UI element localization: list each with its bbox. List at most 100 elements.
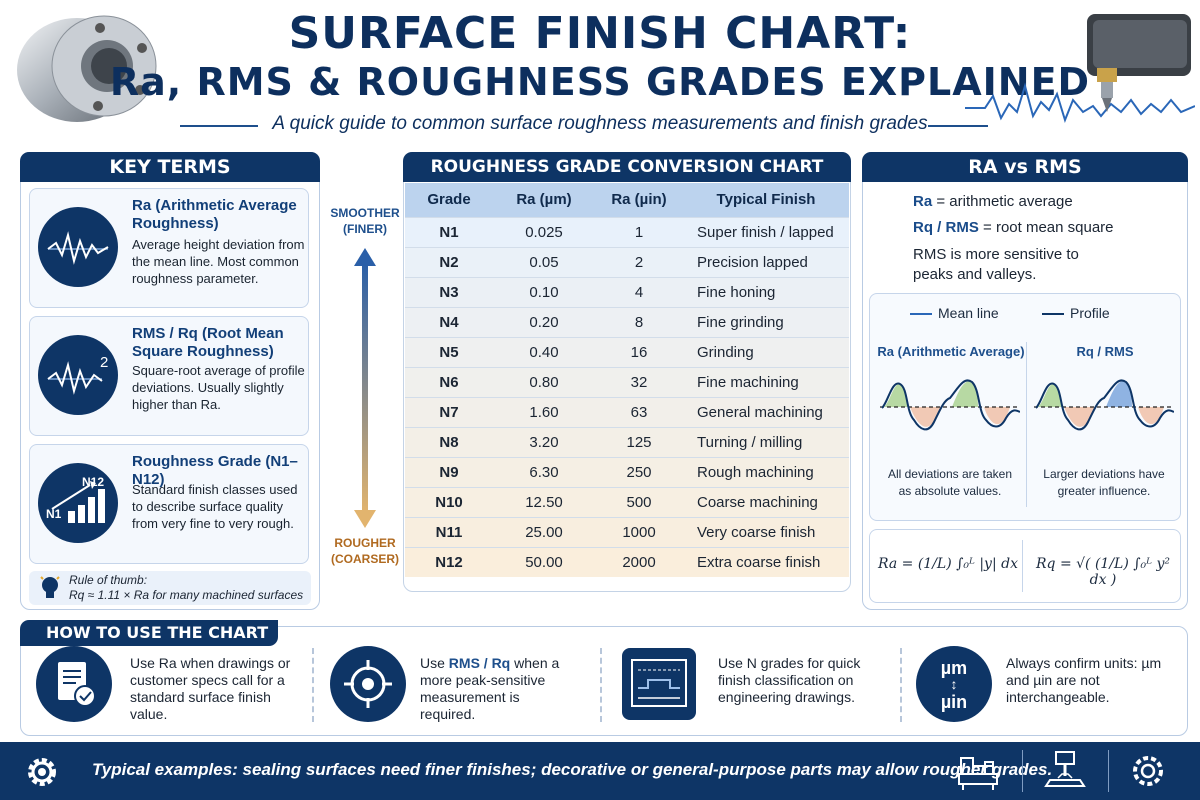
subtitle-rule-right — [928, 125, 988, 127]
page-subtitle: A quick guide to common surface roughnes… — [272, 113, 928, 134]
settings-gear-icon — [1133, 756, 1163, 786]
cell-ra-uin: 2 — [595, 246, 683, 277]
ra-definition-text: = arithmetic average — [936, 193, 1073, 210]
table-row: N11 25.00 1000 Very coarse finish — [405, 516, 849, 547]
term-title-grade: Roughness Grade (N1–N12) — [132, 453, 298, 488]
document-check-icon — [36, 646, 112, 722]
profile-legend-icon — [1042, 313, 1064, 315]
table-row: N5 0.40 16 Grinding — [405, 336, 849, 367]
term-text-ra: Average height deviation from the mean l… — [132, 237, 305, 286]
diagram-divider — [1026, 342, 1027, 507]
table-row: N4 0.20 8 Fine grinding — [405, 306, 849, 337]
rms-diagram-caption: Larger deviations have greater influence… — [1043, 467, 1165, 498]
mean-line-legend: Mean line — [938, 305, 999, 321]
ra-vs-rms-heading: RA vs RMS — [862, 152, 1188, 182]
subtitle-rule-left — [180, 125, 258, 127]
rms-profile-graph — [1034, 379, 1174, 431]
table-row: N6 0.80 32 Fine machining — [405, 366, 849, 397]
cell-finish: Fine honing — [683, 276, 849, 307]
profilometer-image — [965, 14, 1195, 124]
cell-grade: N3 — [405, 276, 493, 307]
units-icon-bottom: µin — [940, 692, 968, 712]
ra-diagram-label: Ra (Arithmetic Average) — [877, 344, 1025, 359]
grade-icon-n1-label: N1 — [46, 507, 62, 521]
how-to-use-item-2-post: when a more peak-sensitive measurement i… — [420, 655, 560, 722]
ra-vs-rms-panel: RA vs RMS Ra = arithmetic average Rq / R… — [862, 152, 1188, 610]
rms-note: RMS is more sensitive to peaks and valle… — [913, 246, 1079, 283]
rule-of-thumb-label: Rule of thumb: — [69, 573, 148, 587]
formula-divider — [1022, 540, 1023, 592]
cell-grade: N7 — [405, 396, 493, 427]
how-to-use-divider-3 — [900, 648, 902, 722]
table-row: N7 1.60 63 General machining — [405, 396, 849, 427]
cell-ra-um: 0.025 — [493, 216, 595, 247]
conversion-chart-heading: ROUGHNESS GRADE CONVERSION CHART — [403, 152, 851, 182]
cell-ra-um: 1.60 — [493, 396, 595, 427]
cell-ra-um: 25.00 — [493, 516, 595, 547]
table-row: N1 0.025 1 Super finish / lapped — [405, 216, 849, 247]
page-title-line-2: Ra, RMS & ROUGHNESS GRADES EXPLAINED — [109, 60, 1091, 104]
units-icon: µm ↕ µin — [916, 646, 992, 722]
cell-ra-um: 3.20 — [493, 426, 595, 457]
term-text-grade: Standard finish classes used to describe… — [132, 482, 298, 531]
cell-grade: N11 — [405, 516, 493, 547]
cell-ra-uin: 500 — [595, 486, 683, 517]
table-row: N9 6.30 250 Rough machining — [405, 456, 849, 487]
units-icon-top: µm — [940, 658, 968, 678]
rms-definition-text: = root mean square — [983, 219, 1114, 236]
how-to-use-item-3: Use N grades for quick finish classifica… — [718, 655, 861, 705]
table-row: N12 50.00 2000 Extra coarse finish — [405, 546, 849, 577]
rougher-label-line-2: (COARSER) — [331, 552, 399, 566]
cell-grade: N4 — [405, 306, 493, 337]
ra-profile-graph — [880, 379, 1020, 431]
rule-of-thumb-text: Rq ≈ 1.11 × Ra for many machined surface… — [69, 588, 304, 602]
cell-grade: N6 — [405, 366, 493, 397]
cell-finish: Fine grinding — [683, 306, 849, 337]
footer-divider-1 — [1022, 750, 1023, 792]
mean-line-legend-icon — [910, 313, 932, 315]
cell-ra-um: 12.50 — [493, 486, 595, 517]
profile-legend: Profile — [1070, 305, 1110, 321]
rougher-label-line-1: ROUGHER — [334, 536, 396, 550]
svg-text:2: 2 — [100, 354, 108, 371]
cell-ra-uin: 250 — [595, 456, 683, 487]
table-row: N2 0.05 2 Precision lapped — [405, 246, 849, 277]
rq-formula: Rq = √( (1/L) ∫₀ᴸ y² dx ) — [1036, 556, 1170, 588]
formula-box: Ra = (1/L) ∫₀ᴸ |y| dx Rq = √( (1/L) ∫₀ᴸ … — [869, 529, 1181, 603]
ra-definition-term: Ra — [913, 193, 933, 210]
conversion-table: Grade Ra (µm) Ra (µin) Typical Finish N1… — [405, 183, 849, 577]
cell-ra-um: 0.10 — [493, 276, 595, 307]
finer-coarser-arrow — [354, 248, 376, 528]
ra-formula: Ra = (1/L) ∫₀ᴸ |y| dx — [878, 556, 1018, 572]
bar-chart-icon: N1 N12 — [38, 463, 118, 543]
footer-banner: Typical examples: sealing surfaces need … — [0, 742, 1200, 800]
how-to-use-item-4: Always confirm units: µm and µin are not… — [1006, 655, 1162, 705]
cell-grade: N8 — [405, 426, 493, 457]
cell-finish: Super finish / lapped — [683, 216, 849, 247]
cell-finish: Extra coarse finish — [683, 546, 849, 577]
how-to-use-item-2-em: RMS / Rq — [448, 655, 511, 671]
how-to-use-item-2: Use RMS / Rq when a more peak-sensitive … — [420, 655, 560, 723]
how-to-use-divider-1 — [312, 648, 314, 722]
column-header-ra-um: Ra (µm) — [493, 183, 595, 217]
mill-icon — [1044, 751, 1086, 787]
cell-grade: N10 — [405, 486, 493, 517]
page-title: SURFACE FINISH CHART: — [288, 8, 912, 59]
ra-rms-diagram: Mean line Profile Ra (Arithmetic Average… — [869, 293, 1181, 521]
cell-ra-uin: 16 — [595, 336, 683, 367]
waveform-icon — [38, 207, 118, 287]
ra-diagram-caption: All deviations are taken as absolute val… — [887, 467, 1013, 498]
cell-ra-uin: 8 — [595, 306, 683, 337]
lathe-icon — [958, 757, 998, 790]
key-terms-heading: KEY TERMS — [20, 152, 320, 182]
rms-diagram-label: Rq / RMS — [1076, 344, 1134, 359]
cell-ra-uin: 1000 — [595, 516, 683, 547]
cell-finish: Fine machining — [683, 366, 849, 397]
cell-ra-um: 6.30 — [493, 456, 595, 487]
cell-ra-um: 0.20 — [493, 306, 595, 337]
cell-finish: Precision lapped — [683, 246, 849, 277]
smoother-label-line-2: (FINER) — [343, 222, 387, 236]
rms-definition: Rq / RMS = root mean square — [913, 219, 1114, 236]
grade-icon-n12-label: N12 — [82, 475, 105, 489]
term-title-ra: Ra (Arithmetic Average Roughness) — [132, 197, 297, 232]
